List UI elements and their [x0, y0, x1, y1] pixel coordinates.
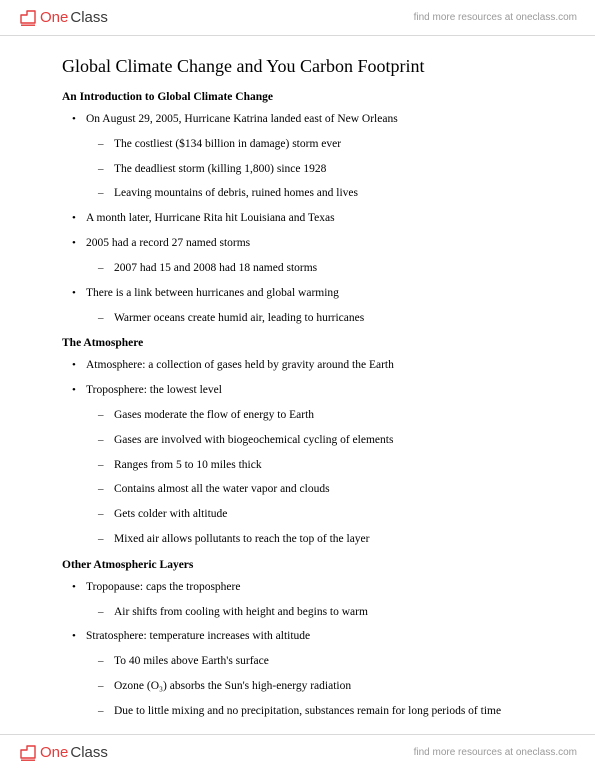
- list-item: On August 29, 2005, Hurricane Katrina la…: [86, 111, 547, 203]
- logo-text-one: One: [40, 9, 68, 26]
- section-2: Other Atmospheric Layers Tropopause: cap…: [62, 559, 547, 720]
- logo-icon: [18, 8, 38, 28]
- list-item-text: Tropopause: caps the troposphere: [86, 581, 240, 593]
- sub-list: Warmer oceans create humid air, leading …: [86, 310, 547, 328]
- list-item: Contains almost all the water vapor and …: [114, 481, 547, 499]
- list-item: Stratosphere: temperature increases with…: [86, 628, 547, 720]
- sub-list: 2007 had 15 and 2008 had 18 named storms: [86, 260, 547, 278]
- list-item: Ranges from 5 to 10 miles thick: [114, 457, 547, 475]
- bullet-list: Tropopause: caps the troposphere Air shi…: [62, 579, 547, 720]
- list-item: Gases are involved with biogeochemical c…: [114, 432, 547, 450]
- list-item-text: There is a link between hurricanes and g…: [86, 287, 339, 299]
- list-item-text: On August 29, 2005, Hurricane Katrina la…: [86, 113, 398, 125]
- logo-text-class: Class: [70, 9, 108, 26]
- section-heading: Other Atmospheric Layers: [62, 559, 547, 571]
- list-item: There is a link between hurricanes and g…: [86, 285, 547, 328]
- list-item: Tropopause: caps the troposphere Air shi…: [86, 579, 547, 622]
- document-content: Global Climate Change and You Carbon Foo…: [62, 56, 547, 720]
- list-item: Due to little mixing and no precipitatio…: [114, 703, 547, 720]
- section-1: The Atmosphere Atmosphere: a collection …: [62, 337, 547, 549]
- list-item: The deadliest storm (killing 1,800) sinc…: [114, 161, 547, 179]
- logo-text-one: One: [40, 744, 68, 761]
- list-item: Gets colder with altitude: [114, 506, 547, 524]
- list-item: 2007 had 15 and 2008 had 18 named storms: [114, 260, 547, 278]
- section-heading: An Introduction to Global Climate Change: [62, 91, 547, 103]
- list-item: A month later, Hurricane Rita hit Louisi…: [86, 210, 547, 228]
- list-item: Atmosphere: a collection of gases held b…: [86, 357, 547, 375]
- sub-list: Air shifts from cooling with height and …: [86, 604, 547, 622]
- header-tagline[interactable]: find more resources at oneclass.com: [414, 12, 577, 23]
- list-item-text: Stratosphere: temperature increases with…: [86, 630, 310, 642]
- page-title: Global Climate Change and You Carbon Foo…: [62, 56, 547, 77]
- footer-bar: OneClass find more resources at oneclass…: [0, 734, 595, 770]
- footer-tagline[interactable]: find more resources at oneclass.com: [414, 747, 577, 758]
- header-bar: OneClass find more resources at oneclass…: [0, 0, 595, 36]
- list-item: Troposphere: the lowest level Gases mode…: [86, 382, 547, 549]
- sub-list: To 40 miles above Earth's surface Ozone …: [86, 653, 547, 720]
- list-item: Air shifts from cooling with height and …: [114, 604, 547, 622]
- list-item: Ozone (O₃) absorbs the Sun's high-energy…: [114, 678, 547, 696]
- list-item: Leaving mountains of debris, ruined home…: [114, 185, 547, 203]
- list-item: 2005 had a record 27 named storms 2007 h…: [86, 235, 547, 278]
- brand-logo[interactable]: OneClass: [18, 743, 108, 763]
- list-item-text: 2005 had a record 27 named storms: [86, 237, 250, 249]
- logo-icon: [18, 743, 38, 763]
- list-item-text: Troposphere: the lowest level: [86, 384, 222, 396]
- list-item: The costliest ($134 billion in damage) s…: [114, 136, 547, 154]
- bullet-list: Atmosphere: a collection of gases held b…: [62, 357, 547, 549]
- list-item: Warmer oceans create humid air, leading …: [114, 310, 547, 328]
- list-item: Mixed air allows pollutants to reach the…: [114, 531, 547, 549]
- brand-logo[interactable]: OneClass: [18, 8, 108, 28]
- logo-text-class: Class: [70, 744, 108, 761]
- bullet-list: On August 29, 2005, Hurricane Katrina la…: [62, 111, 547, 327]
- section-0: An Introduction to Global Climate Change…: [62, 91, 547, 327]
- list-item: Gases moderate the flow of energy to Ear…: [114, 407, 547, 425]
- list-item: To 40 miles above Earth's surface: [114, 653, 547, 671]
- sub-list: The costliest ($134 billion in damage) s…: [86, 136, 547, 203]
- sub-list: Gases moderate the flow of energy to Ear…: [86, 407, 547, 549]
- section-heading: The Atmosphere: [62, 337, 547, 349]
